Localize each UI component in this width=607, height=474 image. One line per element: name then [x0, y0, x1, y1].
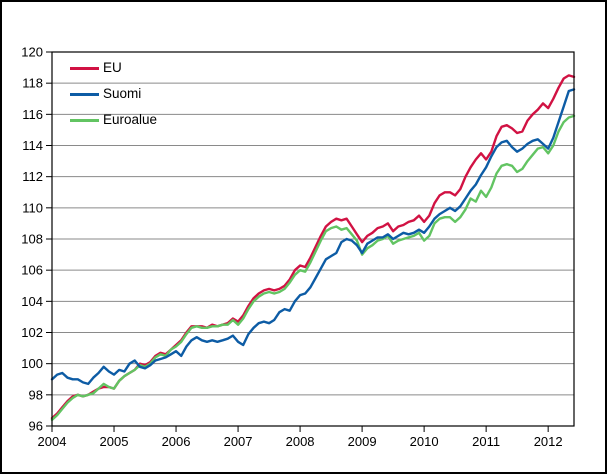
y-tick-label: 118: [22, 76, 43, 91]
x-tick-label: 2004: [38, 434, 67, 449]
y-tick-label: 110: [22, 200, 43, 215]
y-tick-label: 114: [22, 138, 43, 153]
y-tick-label: 96: [29, 419, 43, 434]
y-tick-label: 116: [22, 107, 43, 122]
series-line-euroalue: [50, 114, 576, 421]
series-lines: [50, 74, 576, 421]
y-tick-label: 100: [21, 356, 43, 371]
y-tick-label: 98: [29, 387, 43, 402]
legend-entry-eu: EU: [70, 60, 210, 76]
legend-label-eu: EU: [103, 60, 122, 75]
legend-label-euroalue: Euroalue: [103, 112, 158, 127]
y-axis: 96 98 100 102 104 106 108 110 112 114 116 118 120: [21, 45, 52, 434]
x-axis: 2004 2005 2006 2007 2008 2009 2010 2011 2012: [38, 426, 563, 449]
legend-entry-euroalue: Euroalue: [70, 112, 210, 128]
series-line-suomi: [50, 88, 576, 386]
x-tick-label: 2006: [162, 434, 191, 449]
y-tick-label: 106: [21, 263, 43, 278]
y-tick-label: 102: [21, 325, 43, 340]
legend-entry-suomi: Suomi: [70, 86, 210, 102]
x-tick-label: 2005: [100, 434, 129, 449]
legend-label-suomi: Suomi: [103, 86, 142, 101]
x-tick-label: 2012: [534, 434, 563, 449]
legend: EU Suomi Euroalue: [70, 60, 210, 128]
x-tick-label: 2008: [286, 434, 315, 449]
y-tick-label: 104: [21, 294, 43, 309]
gridlines: [52, 82, 574, 396]
x-tick-label: 2009: [348, 434, 377, 449]
legend-line-sample-eu: [70, 66, 99, 70]
x-tick-label: 2011: [472, 434, 500, 449]
x-tick-label: 2010: [410, 434, 439, 449]
y-tick-label: 112: [22, 169, 43, 184]
legend-line-sample-euroalue: [70, 118, 99, 122]
legend-line-sample-suomi: [70, 92, 99, 96]
y-tick-label: 120: [21, 45, 43, 60]
x-tick-label: 2007: [224, 434, 253, 449]
y-tick-label: 108: [21, 232, 43, 247]
